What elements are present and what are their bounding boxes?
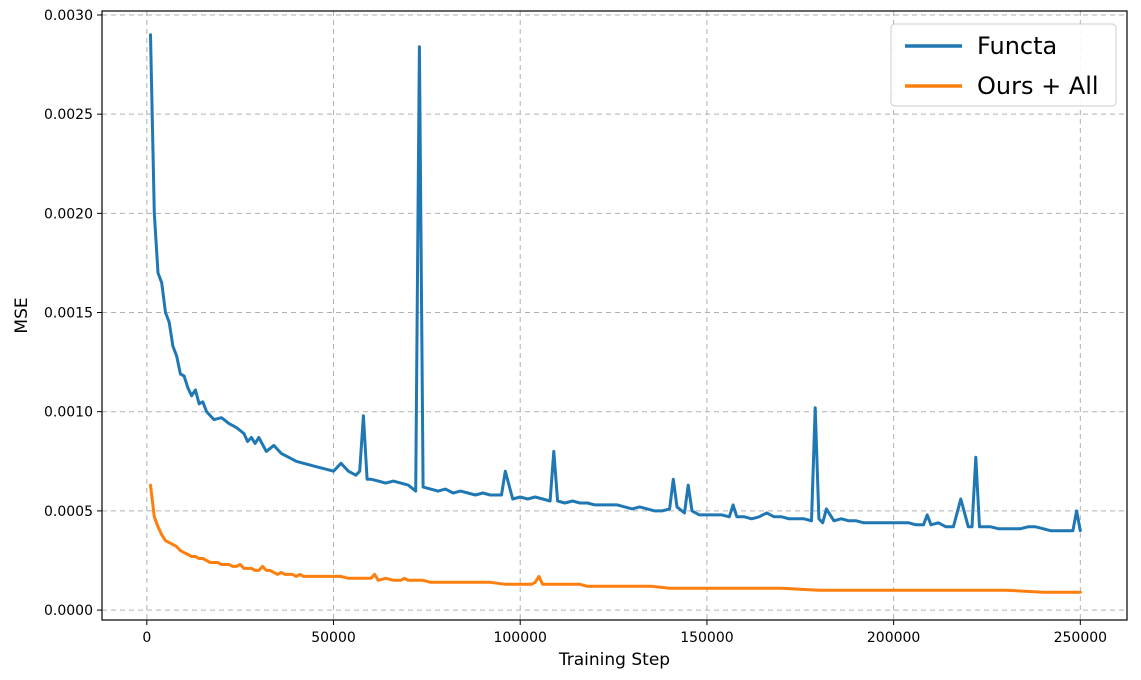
y-axis-label: MSE: [12, 297, 32, 333]
series-line-functa: [149, 33, 1082, 533]
y-tick-label: 0.0010: [44, 405, 93, 421]
plot-frame: [101, 10, 1128, 621]
x-tick-label: 0: [142, 630, 151, 646]
series-line-ours-all: [149, 483, 1082, 594]
axis-ticks: 0.0000 0.0005 0.0010 0.0015 0.0020 0.0025 0.00…: [44, 8, 1107, 646]
legend: Functa Ours + All: [890, 23, 1117, 107]
x-tick-label: 150000: [680, 630, 733, 646]
y-tick-label: 0.0000: [44, 603, 93, 619]
y-tick-label: 0.0015: [44, 306, 93, 322]
y-tick-label: 0.0030: [44, 8, 93, 24]
x-tick-label: 50000: [311, 630, 356, 646]
y-tick-label: 0.0025: [44, 107, 93, 123]
y-tick-label: 0.0020: [44, 206, 93, 222]
x-axis-label: Training Step: [558, 650, 670, 670]
grid: [102, 11, 1127, 620]
x-tick-label: 250000: [1054, 630, 1107, 646]
y-tick-label: 0.0005: [44, 504, 93, 520]
x-tick-label: 200000: [867, 630, 920, 646]
legend-label: Ours + All: [977, 72, 1099, 100]
legend-label: Functa: [977, 32, 1057, 60]
x-tick-label: 100000: [493, 630, 546, 646]
series-lines: [149, 33, 1082, 594]
